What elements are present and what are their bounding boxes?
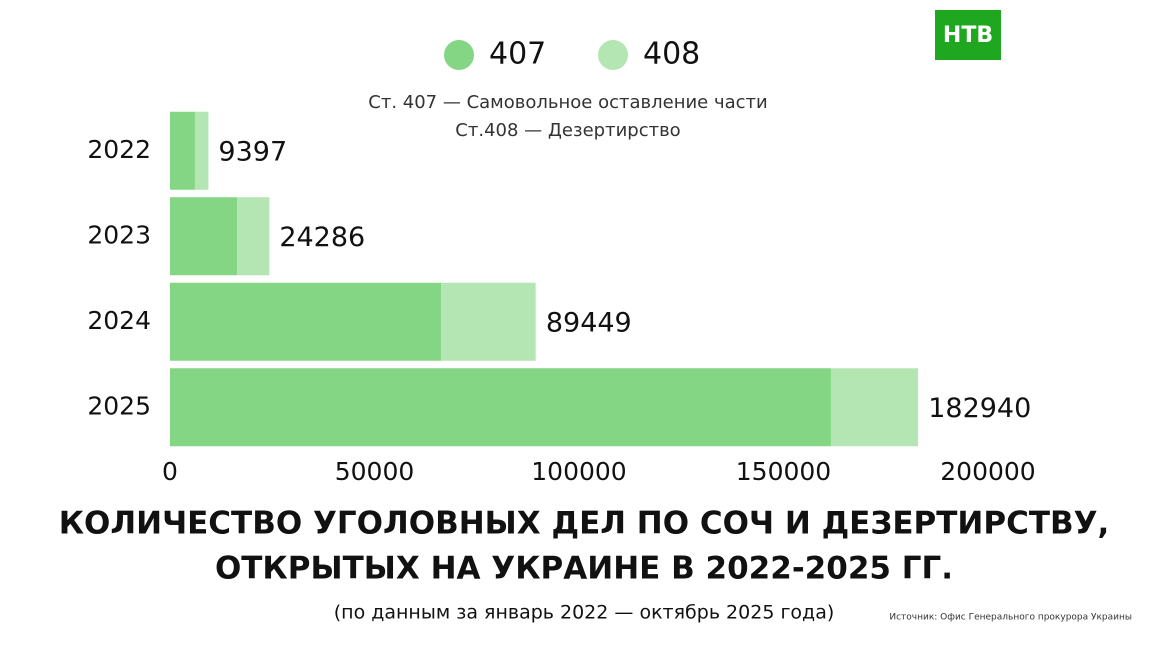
legend-swatch — [598, 40, 628, 70]
total-label: 9397 — [218, 136, 287, 167]
x-tick-label: 50000 — [335, 457, 415, 486]
bar-segment — [170, 197, 238, 276]
legend-swatch — [444, 40, 474, 70]
bar-segment — [170, 111, 195, 190]
logo: НТВ — [943, 23, 993, 48]
bar-segment — [194, 111, 209, 190]
total-label: 182940 — [928, 393, 1031, 424]
y-tick-label: 2024 — [87, 306, 151, 335]
y-tick-label: 2025 — [87, 391, 151, 420]
bar-segment — [237, 197, 270, 276]
bar-segment — [830, 368, 919, 447]
x-tick-label: 100000 — [531, 457, 626, 486]
total-label: 24286 — [279, 222, 365, 253]
bar-segment — [170, 282, 442, 361]
bar-segment — [170, 368, 831, 447]
note: Ст. 407 — Самовольное оставление части — [368, 92, 767, 113]
x-tick-label: 0 — [162, 457, 178, 486]
legend-label: 407 — [489, 37, 546, 72]
total-label: 89449 — [546, 307, 632, 338]
y-tick-label: 2023 — [87, 220, 151, 249]
x-tick-label: 200000 — [940, 457, 1035, 486]
chart-title: ОТКРЫТЫХ НА УКРАИНЕ В 2022-2025 ГГ. — [215, 551, 953, 587]
bar-segment — [441, 282, 536, 361]
logo-box — [935, 10, 1001, 60]
subtitle: (по данным за январь 2022 — октябрь 2025… — [334, 602, 835, 624]
chart-title: КОЛИЧЕСТВО УГОЛОВНЫХ ДЕЛ ПО СОЧ И ДЕЗЕРТ… — [59, 506, 1110, 542]
legend-label: 408 — [643, 37, 700, 72]
source: Источник: Офис Генерального прокурора Ук… — [889, 613, 1132, 623]
note: Ст.408 — Дезертирство — [455, 120, 680, 141]
y-tick-label: 2022 — [87, 135, 151, 164]
x-tick-label: 150000 — [736, 457, 831, 486]
